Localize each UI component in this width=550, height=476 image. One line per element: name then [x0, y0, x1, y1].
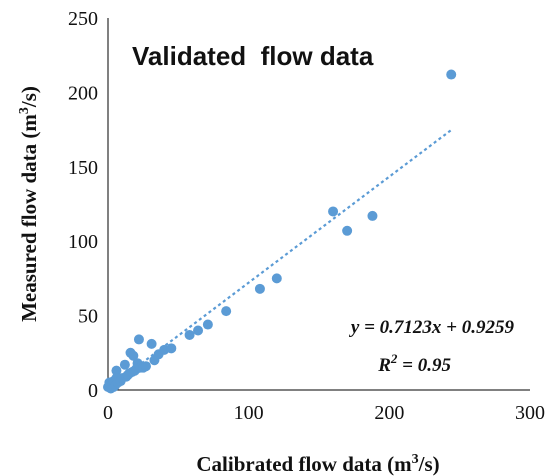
data-point: [133, 334, 144, 345]
y-tick-label: 50: [78, 306, 98, 328]
x-axis-title: Calibrated flow data (m3/s): [196, 452, 439, 476]
data-point: [111, 365, 122, 376]
x-tick-label: 0: [103, 402, 113, 424]
data-points: [103, 69, 457, 394]
r-squared-label: R2 = 0.95: [377, 351, 451, 376]
axes: [107, 18, 530, 391]
y-tick-label: 100: [68, 231, 98, 253]
data-point: [342, 225, 353, 236]
data-point: [119, 359, 130, 370]
r-squared-exponent: 2: [390, 351, 398, 366]
data-point: [140, 361, 151, 372]
y-axis-title: Measured flow data (m3/s): [17, 86, 41, 322]
r-squared-r: R: [377, 355, 391, 376]
data-point: [271, 273, 282, 284]
chart-title: Validated flow data: [132, 41, 374, 71]
trendline-equation: y = 0.7123x + 0.9259: [349, 317, 515, 338]
data-point: [193, 325, 204, 336]
r-squared-value: = 0.95: [397, 355, 451, 376]
data-point: [221, 306, 232, 317]
data-point: [328, 206, 339, 217]
data-point: [254, 283, 265, 294]
data-point: [184, 329, 195, 340]
y-tick-label: 0: [88, 380, 98, 402]
x-tick-label: 200: [374, 402, 404, 424]
data-point: [128, 350, 139, 361]
y-tick-label: 150: [68, 157, 98, 179]
data-point: [202, 319, 213, 330]
y-tick-label: 200: [68, 82, 98, 104]
y-tick-label: 250: [68, 8, 98, 30]
y-tick-labels: 0 50 100 150 200 250: [68, 8, 98, 402]
x-tick-label: 100: [234, 402, 264, 424]
data-point: [146, 338, 157, 349]
data-point: [166, 343, 177, 354]
x-tick-label: 300: [515, 402, 545, 424]
data-point: [446, 69, 457, 80]
x-tick-labels: 0 100 200 300: [103, 402, 545, 424]
data-point: [367, 210, 378, 221]
